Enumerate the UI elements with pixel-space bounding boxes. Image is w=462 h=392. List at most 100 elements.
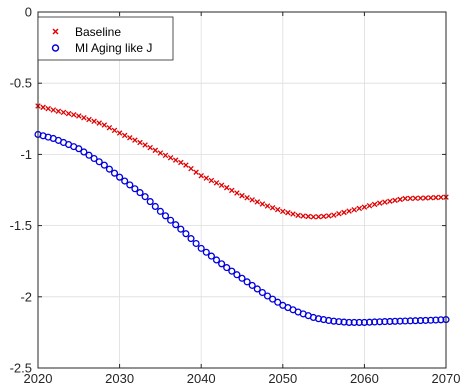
data-point-baseline [407, 195, 414, 202]
legend-entry-2-marker [51, 44, 60, 52]
data-point-mi-aging [340, 318, 348, 326]
data-point-baseline [249, 197, 255, 203]
data-point-baseline [427, 195, 434, 201]
y-tick-label: -2.5 [10, 361, 32, 376]
data-point-baseline [295, 212, 301, 219]
data-point-baseline [402, 195, 408, 202]
data-point-baseline [208, 177, 215, 184]
y-tick-label: -1.5 [10, 218, 32, 233]
data-point-mi-aging [110, 169, 119, 177]
data-point-mi-aging [427, 316, 435, 324]
data-point-mi-aging [263, 292, 272, 300]
data-point-baseline [285, 209, 291, 216]
data-point-baseline [40, 104, 46, 111]
data-point-baseline [193, 169, 199, 175]
data-point-mi-aging [177, 225, 185, 233]
data-point-baseline [346, 208, 352, 214]
data-point-baseline [76, 113, 82, 119]
data-point-baseline [198, 173, 204, 179]
data-point-mi-aging [228, 267, 236, 275]
data-point-mi-aging [156, 207, 164, 215]
data-point-mi-aging [396, 317, 404, 325]
data-point-baseline [239, 192, 245, 199]
data-point-mi-aging [243, 278, 251, 286]
data-point-mi-aging [187, 235, 195, 243]
data-point-baseline [96, 120, 102, 126]
data-point-baseline [121, 132, 128, 139]
data-point-mi-aging [391, 317, 399, 325]
data-point-baseline [91, 118, 97, 125]
data-point-mi-aging [218, 260, 226, 268]
data-point-baseline [341, 209, 347, 216]
data-point-baseline [300, 213, 306, 219]
data-point-mi-aging [85, 151, 93, 159]
axis-ticks: 2020 2030 2040 2050 2060 2070 0 -0.5 -1 -1.5 -2 -2.… [10, 5, 461, 387]
data-point-mi-aging [432, 316, 440, 324]
data-point-mi-aging [416, 317, 425, 325]
data-point-mi-aging [146, 198, 154, 206]
data-point-mi-aging [437, 316, 445, 324]
data-point-mi-aging [365, 318, 374, 326]
y-tick-label: 0 [25, 5, 32, 20]
data-point-baseline [290, 211, 296, 217]
data-point-baseline [397, 196, 403, 203]
legend-entry-1-marker [52, 28, 59, 35]
data-point-baseline [336, 211, 342, 217]
plot-area [34, 103, 450, 326]
data-point-baseline [116, 130, 123, 136]
data-point-mi-aging [381, 318, 389, 326]
data-point-baseline [167, 154, 174, 161]
data-point-baseline [132, 137, 138, 143]
data-point-mi-aging [274, 298, 282, 306]
data-point-baseline [356, 205, 363, 212]
data-point-mi-aging [100, 161, 108, 169]
data-point-mi-aging [376, 318, 384, 326]
data-point-mi-aging [141, 193, 149, 201]
data-point-baseline [50, 107, 57, 113]
data-point-baseline [412, 195, 419, 202]
data-point-baseline [106, 124, 113, 131]
data-point-mi-aging [75, 145, 83, 153]
data-point-baseline [366, 202, 373, 209]
data-point-baseline [331, 212, 337, 218]
data-point-baseline [172, 157, 179, 163]
y-tick-label: -1 [20, 147, 32, 162]
data-point-baseline [213, 180, 220, 186]
series-1 [35, 103, 449, 220]
data-point-baseline [127, 135, 133, 141]
data-point-mi-aging [126, 181, 134, 189]
data-point-baseline [280, 208, 286, 215]
data-point-mi-aging [258, 288, 266, 297]
data-point-mi-aging [172, 221, 180, 229]
data-point-baseline [264, 203, 271, 209]
data-point-baseline [183, 162, 189, 168]
data-point-mi-aging [121, 177, 129, 185]
data-point-baseline [417, 195, 424, 201]
data-point-mi-aging [116, 173, 124, 181]
data-point-mi-aging [105, 165, 113, 173]
data-point-baseline [218, 182, 225, 189]
data-point-mi-aging [95, 158, 103, 166]
legend-box [37, 16, 174, 61]
data-point-mi-aging [238, 274, 246, 282]
series-2 [34, 130, 450, 326]
data-point-mi-aging [401, 317, 409, 325]
data-point-baseline [178, 159, 184, 166]
x-tick-label: 2030 [105, 371, 134, 386]
data-point-mi-aging [167, 216, 175, 224]
data-point-baseline [361, 204, 368, 210]
data-point-baseline [55, 108, 62, 114]
data-point-baseline [259, 201, 266, 207]
data-point-baseline [152, 147, 159, 154]
legend-entry-1-label: Baseline [75, 25, 121, 39]
data-point-baseline [111, 127, 118, 134]
data-point-mi-aging [386, 317, 394, 326]
data-point-mi-aging [182, 230, 190, 238]
data-point-baseline [137, 139, 143, 146]
data-point-baseline [422, 195, 429, 201]
data-point-mi-aging [136, 189, 144, 197]
x-tick-label: 2040 [187, 371, 216, 386]
data-point-baseline [45, 105, 51, 112]
data-point-mi-aging [207, 252, 215, 260]
